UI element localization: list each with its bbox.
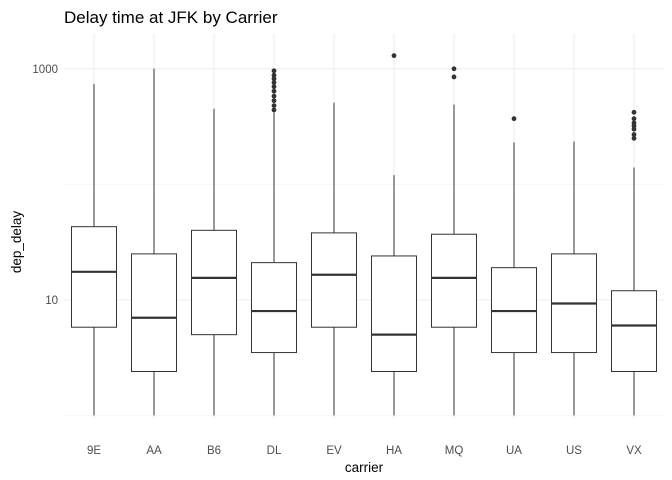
chart-title: Delay time at JFK by Carrier: [64, 8, 278, 27]
box-body: [71, 226, 117, 328]
outlier-point: [271, 72, 277, 78]
outlier-point: [631, 109, 637, 115]
box-body: [431, 233, 477, 328]
box-dl: [251, 68, 297, 416]
box-body: [611, 290, 657, 372]
outlier-point: [631, 135, 637, 141]
outlier-point: [271, 80, 277, 85]
outlier-point: [271, 103, 277, 109]
box-mq: [431, 66, 477, 416]
box-vx: [611, 109, 657, 416]
x-tick-label: MQ: [445, 445, 464, 457]
x-tick-label: B6: [207, 445, 221, 457]
x-tick-label: HA: [386, 445, 402, 457]
outlier-point: [271, 76, 277, 82]
outlier-point: [451, 66, 457, 72]
outlier-point: [271, 93, 277, 99]
outlier-point: [271, 88, 277, 94]
box-ha: [371, 53, 417, 416]
plot-boxes: [71, 53, 657, 416]
x-tick-label: DL: [267, 445, 282, 457]
box-aa: [131, 68, 177, 416]
x-tick-label: EV: [326, 445, 342, 457]
x-tick-label: UA: [506, 445, 522, 457]
box-body: [191, 229, 237, 336]
outlier-point: [271, 98, 277, 104]
outlier-point: [511, 116, 517, 122]
axis-ticks: 10 1000 9E AA B6 DL EV HA MQ UA US VX: [32, 64, 642, 457]
x-tick-label: US: [566, 445, 582, 457]
outlier-point: [631, 120, 637, 126]
box-body: [251, 262, 297, 354]
x-axis-title: carrier: [345, 460, 384, 475]
box-body: [371, 255, 417, 372]
box-b6: [191, 108, 237, 416]
outlier-point: [631, 116, 637, 122]
y-tick-label: 10: [45, 295, 58, 307]
box-ev: [311, 102, 357, 416]
box-9e: [71, 83, 117, 416]
x-tick-label: AA: [146, 445, 162, 457]
outlier-point: [391, 53, 397, 59]
y-axis-title: dep_delay: [9, 211, 24, 274]
box-us: [551, 141, 597, 416]
outlier-point: [271, 68, 277, 74]
x-tick-label: VX: [626, 445, 642, 457]
box-body: [311, 232, 357, 328]
outlier-point: [451, 74, 457, 80]
box-body: [131, 253, 177, 372]
y-tick-label: 1000: [32, 64, 58, 76]
outlier-point: [631, 132, 637, 137]
x-tick-label: 9E: [87, 445, 101, 457]
outlier-point: [271, 84, 277, 90]
box-ua: [491, 116, 537, 416]
outlier-point: [271, 107, 277, 113]
